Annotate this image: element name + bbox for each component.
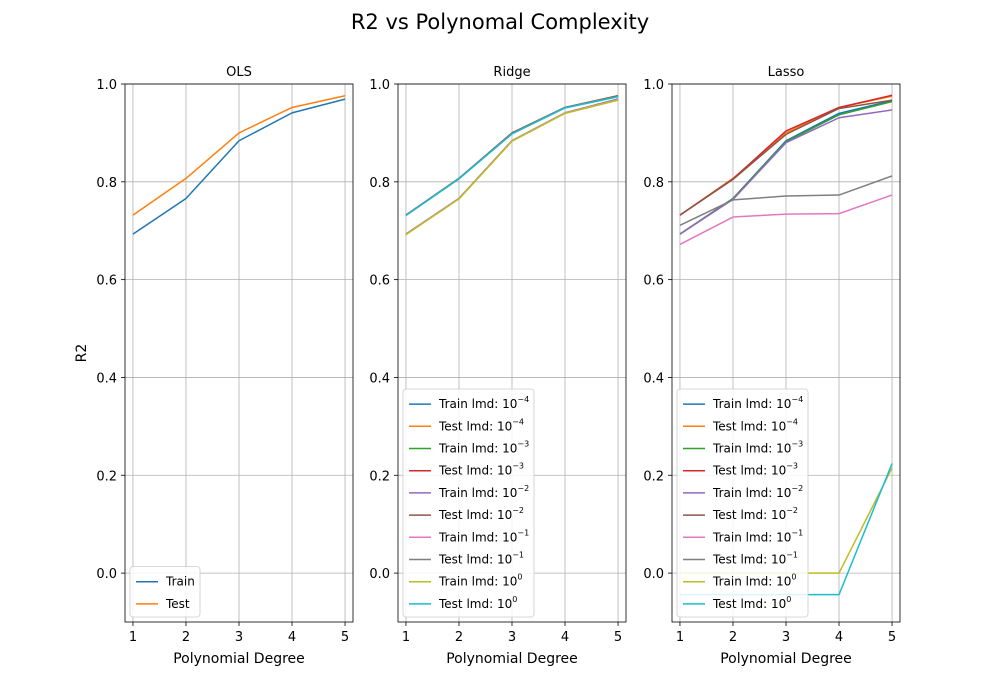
y-tick-label: 0.8 — [96, 176, 117, 191]
legend-label: Test lmd: 100 — [438, 595, 517, 611]
legend: Train Test — [129, 566, 201, 618]
legend-label: Train lmd: 100 — [712, 573, 796, 589]
legend-label: Test lmd: 10−2 — [712, 506, 798, 522]
x-tick-label: 3 — [508, 630, 516, 645]
legend-label: Train lmd: 10−3 — [712, 440, 803, 456]
y-tick-label: 0.6 — [369, 274, 390, 289]
y-tick-label: 1.0 — [369, 78, 390, 93]
series-line-0 — [132, 98, 346, 235]
y-tick-label: 0.4 — [96, 371, 117, 386]
x-tick-label: 3 — [235, 630, 243, 645]
series-line-1 — [132, 95, 346, 216]
legend-label: Test lmd: 10−1 — [712, 551, 798, 567]
panel-title: OLS — [226, 65, 252, 80]
y-tick-label: 0.4 — [369, 371, 390, 386]
x-axis-label: Polynomial Degree — [446, 651, 578, 667]
legend-label: Train lmd: 10−4 — [438, 395, 529, 411]
legend-label: Train lmd: 10−2 — [438, 484, 529, 500]
y-tick-label: 0.6 — [643, 274, 664, 289]
x-tick-label: 5 — [341, 630, 349, 645]
x-tick-label: 1 — [676, 630, 684, 645]
panel-ridge: 1 2 3 4 5 0.0 0.2 0.4 0.6 0.8 1.0 Ridge Polynomial D… — [369, 65, 627, 667]
x-tick-label: 5 — [614, 630, 622, 645]
legend-label: Test — [165, 597, 190, 611]
x-tick-label: 1 — [402, 630, 410, 645]
legend-label: Train lmd: 100 — [438, 573, 522, 589]
x-tick-label: 2 — [729, 630, 737, 645]
x-tick-label: 4 — [288, 630, 296, 645]
y-tick-label: 0.2 — [643, 469, 664, 484]
y-tick-label: 0.0 — [369, 567, 390, 582]
legend-label: Test lmd: 100 — [712, 595, 791, 611]
y-tick-label: 0.2 — [369, 469, 390, 484]
y-tick-label: 0.6 — [96, 274, 117, 289]
x-axis-label: Polynomial Degree — [173, 651, 305, 667]
legend-label: Test lmd: 10−3 — [438, 462, 524, 478]
panel-title: Ridge — [493, 65, 530, 80]
legend-box — [402, 388, 535, 618]
panel-lasso: 1 2 3 4 5 0.0 0.2 0.4 0.6 0.8 1.0 Lasso Polynomial D… — [643, 65, 901, 667]
legend-label: Test lmd: 10−2 — [438, 506, 524, 522]
x-tick-label: 2 — [455, 630, 463, 645]
y-axis-label: R2 — [74, 344, 90, 363]
series-line-5 — [679, 99, 893, 216]
x-axis-label: Polynomial Degree — [720, 651, 852, 667]
series-line-4 — [679, 109, 893, 235]
x-tick-label: 5 — [888, 630, 896, 645]
legend-label: Train lmd: 10−1 — [712, 528, 803, 544]
y-tick-label: 1.0 — [643, 78, 664, 93]
legend-label: Test lmd: 10−1 — [438, 551, 524, 567]
y-tick-label: 0.0 — [96, 567, 117, 582]
x-tick-label: 3 — [782, 630, 790, 645]
y-tick-label: 0.4 — [643, 371, 664, 386]
x-tick-label: 2 — [182, 630, 190, 645]
y-tick-label: 1.0 — [96, 78, 117, 93]
legend: Train lmd: 10−4 Test lmd: 10−4 Train lmd: … — [402, 388, 535, 618]
legend-label: Test lmd: 10−4 — [712, 417, 798, 433]
series-line-7 — [679, 175, 893, 227]
series-line-9 — [405, 95, 619, 217]
legend-label: Train lmd: 10−3 — [438, 440, 529, 456]
y-tick-label: 0.0 — [643, 567, 664, 582]
legend-label: Train lmd: 10−1 — [438, 528, 529, 544]
x-tick-label: 1 — [129, 630, 137, 645]
legend-label: Train — [165, 575, 195, 589]
legend-label: Test lmd: 10−3 — [712, 462, 798, 478]
series-line-8 — [405, 99, 619, 236]
x-tick-label: 4 — [561, 630, 569, 645]
panel-ols: 1 2 3 4 5 0.0 0.2 0.4 0.6 0.8 1.0 OLS Polynomial Deg… — [74, 65, 354, 667]
series-line-6 — [679, 194, 893, 246]
legend-label: Train lmd: 10−2 — [712, 484, 803, 500]
legend-box — [676, 388, 809, 618]
x-tick-label: 4 — [835, 630, 843, 645]
y-tick-label: 0.8 — [643, 176, 664, 191]
panel-title: Lasso — [768, 65, 805, 80]
legend: Train lmd: 10−4 Test lmd: 10−4 Train lmd: … — [676, 388, 809, 618]
legend-label: Train lmd: 10−4 — [712, 395, 803, 411]
y-tick-label: 0.2 — [96, 469, 117, 484]
legend-label: Test lmd: 10−4 — [438, 417, 524, 433]
y-tick-label: 0.8 — [369, 176, 390, 191]
figure-title: R2 vs Polynomal Complexity — [351, 10, 649, 34]
